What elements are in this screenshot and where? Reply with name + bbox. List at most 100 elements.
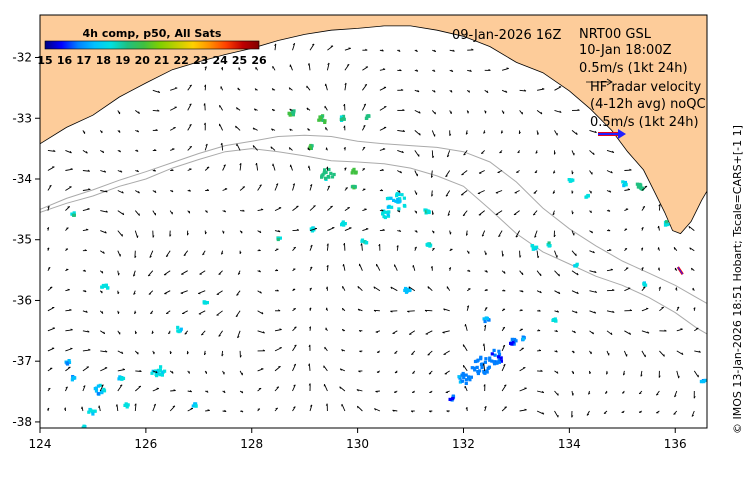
current-arrow — [376, 263, 381, 271]
current-arrow — [571, 108, 580, 111]
current-arrow — [571, 390, 574, 396]
sst-patch — [93, 383, 107, 396]
current-arrow — [169, 370, 174, 374]
current-arrow — [252, 127, 258, 131]
current-arrow — [152, 370, 158, 374]
current-arrow — [235, 310, 241, 318]
current-arrow — [47, 149, 56, 152]
current-arrow — [257, 290, 262, 294]
valid-time-annotation: 10-Jan 18:00Z — [579, 43, 672, 58]
current-arrow — [152, 89, 161, 94]
current-arrow — [571, 230, 575, 236]
current-arrow — [656, 410, 660, 414]
current-arrow — [239, 350, 242, 358]
colorbar-tick-label: 26 — [251, 54, 267, 67]
current-arrow — [169, 189, 174, 193]
current-arrow — [477, 190, 485, 195]
current-arrow — [82, 249, 87, 252]
current-arrow — [308, 344, 311, 351]
current-arrow — [65, 288, 70, 292]
current-arrow — [343, 243, 346, 251]
current-arrow — [495, 190, 503, 194]
sst-patch — [546, 241, 552, 248]
current-arrow — [100, 210, 108, 213]
current-arrow — [499, 150, 503, 154]
current-arrow — [431, 130, 436, 137]
current-arrow — [339, 368, 346, 372]
current-arrow — [362, 84, 368, 91]
current-arrow — [379, 189, 384, 192]
current-arrow — [117, 210, 125, 216]
current-arrow — [117, 330, 121, 335]
current-arrow — [168, 330, 171, 335]
current-arrow — [431, 190, 434, 197]
current-arrow — [571, 350, 575, 354]
current-arrow — [238, 67, 241, 71]
hf-radar-scale-arrow — [598, 129, 626, 139]
current-arrow — [659, 350, 665, 357]
current-arrow — [427, 286, 433, 292]
current-arrow — [414, 150, 420, 157]
current-arrow — [134, 330, 137, 335]
current-arrow — [100, 170, 107, 173]
current-arrow — [571, 190, 574, 194]
x-tick-label: 126 — [134, 437, 157, 451]
current-arrow — [183, 250, 189, 256]
sst-patch — [350, 184, 357, 190]
current-arrow — [554, 130, 558, 136]
current-arrow — [257, 230, 262, 234]
current-arrow — [657, 267, 660, 271]
current-arrow — [537, 309, 541, 312]
current-arrow — [571, 270, 579, 276]
current-arrow — [464, 324, 468, 331]
current-arrow — [449, 130, 452, 136]
current-arrow — [658, 370, 661, 378]
current-arrow — [589, 270, 597, 274]
colorbar-tick-label: 20 — [135, 54, 151, 67]
current-arrow — [466, 305, 470, 311]
hf-radar-vector-core — [677, 266, 684, 275]
current-arrow — [466, 110, 469, 114]
current-arrow — [443, 308, 450, 312]
current-arrow — [603, 410, 608, 414]
current-arrow — [152, 129, 158, 131]
current-arrow — [466, 288, 471, 292]
current-arrow — [659, 329, 667, 332]
x-axis: 124 126 128 130 132 134 136 — [29, 428, 687, 451]
current-arrow — [117, 350, 124, 354]
current-arrow — [152, 169, 156, 172]
current-arrow — [170, 148, 175, 151]
current-arrow — [135, 129, 140, 133]
current-arrow — [412, 370, 416, 374]
current-arrow — [693, 390, 696, 399]
current-arrow — [589, 290, 598, 293]
current-arrow — [342, 264, 346, 271]
current-arrow — [292, 288, 296, 292]
current-arrow — [239, 370, 243, 376]
sst-patch — [70, 211, 76, 217]
colorbar-ticks: 15 16 17 18 19 20 21 22 23 24 25 26 — [37, 54, 267, 67]
current-arrow — [65, 168, 73, 171]
current-arrow — [187, 123, 192, 131]
sst-patch — [364, 114, 371, 120]
current-arrow — [152, 149, 157, 151]
current-arrow — [622, 370, 626, 376]
current-arrow — [482, 343, 486, 351]
current-arrow — [339, 386, 346, 392]
current-arrow — [117, 310, 120, 314]
current-arrow — [483, 324, 487, 331]
current-arrow — [309, 227, 318, 232]
current-arrow — [501, 67, 509, 71]
current-arrow — [519, 347, 524, 352]
current-arrow — [99, 310, 104, 314]
sst-patch — [663, 220, 670, 227]
current-arrow — [47, 184, 52, 191]
current-arrow — [449, 230, 452, 235]
current-arrow — [292, 43, 296, 51]
current-arrow — [358, 263, 363, 271]
current-arrow — [513, 210, 520, 216]
current-arrow — [519, 387, 527, 392]
current-arrow — [519, 328, 523, 332]
x-tick-label: 136 — [664, 437, 687, 451]
current-arrow — [274, 43, 277, 51]
